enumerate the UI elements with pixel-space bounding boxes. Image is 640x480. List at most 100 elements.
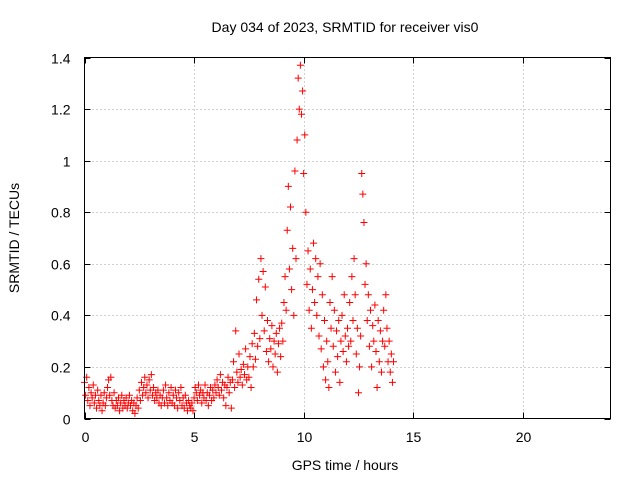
data-point (137, 378, 145, 386)
data-point (288, 286, 296, 294)
y-axis-title: SRMTID / TECUs (6, 183, 22, 293)
y-tick-label: 0 (63, 412, 71, 428)
data-point (351, 291, 359, 299)
data-point (278, 319, 286, 327)
data-point (258, 311, 266, 319)
data-point (379, 337, 387, 345)
data-point (174, 404, 182, 412)
data-point (363, 317, 371, 325)
data-point (336, 378, 344, 386)
data-point (386, 368, 394, 376)
y-tick-label: 1.4 (51, 51, 71, 67)
data-point (248, 340, 256, 348)
data-point (125, 391, 133, 399)
data-point (231, 384, 239, 392)
x-tick-label: 15 (406, 429, 422, 445)
data-point (150, 384, 158, 392)
data-point (325, 384, 333, 392)
data-point (324, 358, 332, 366)
x-tick-label: 20 (516, 429, 532, 445)
data-point (253, 296, 261, 304)
data-point (164, 402, 172, 410)
data-point (239, 360, 247, 368)
data-point (317, 345, 325, 353)
data-point (350, 255, 358, 263)
data-point (369, 322, 377, 330)
data-point (87, 389, 95, 397)
x-tick-label: 5 (191, 429, 199, 445)
data-point (198, 399, 206, 407)
data-point (381, 342, 389, 350)
data-points (81, 61, 398, 417)
data-point (205, 391, 213, 399)
data-point (382, 291, 390, 299)
data-point (249, 363, 257, 371)
data-point (352, 350, 360, 358)
data-point (255, 275, 263, 283)
data-point (385, 337, 393, 345)
data-point (98, 407, 106, 415)
data-point (315, 332, 323, 340)
data-point (326, 298, 334, 306)
data-point (368, 363, 376, 371)
data-point (256, 335, 264, 343)
x-tick-label: 10 (297, 429, 313, 445)
data-point (147, 371, 155, 379)
data-point (222, 402, 230, 410)
data-point (94, 386, 102, 394)
data-point (353, 324, 361, 332)
data-point (261, 283, 269, 291)
data-point (307, 324, 315, 332)
data-point (388, 378, 396, 386)
data-point (328, 273, 336, 281)
data-point (257, 255, 265, 263)
data-point (136, 396, 144, 404)
data-point (362, 260, 370, 268)
data-point (330, 306, 338, 314)
data-point (359, 190, 367, 198)
data-point (357, 332, 365, 340)
data-point (289, 244, 297, 252)
data-point (304, 247, 312, 255)
data-point (294, 74, 302, 82)
data-point (377, 368, 385, 376)
y-tick-label: 0.4 (51, 308, 71, 324)
data-point (193, 396, 201, 404)
data-point (342, 358, 350, 366)
data-point (189, 407, 197, 415)
x-axis-title: GPS time / hours (292, 457, 399, 473)
data-point (358, 170, 366, 178)
data-point (290, 311, 298, 319)
data-point (364, 291, 372, 299)
data-point (339, 347, 347, 355)
data-point (245, 373, 253, 381)
data-point (348, 273, 356, 281)
data-point (134, 404, 142, 412)
data-point (334, 353, 342, 361)
data-point (188, 399, 196, 407)
data-point (281, 273, 289, 281)
data-point (279, 337, 287, 345)
data-point (296, 61, 304, 69)
data-point (276, 324, 284, 332)
data-point (240, 371, 248, 379)
data-point (264, 317, 272, 325)
data-point (233, 368, 241, 376)
data-point (302, 208, 310, 216)
data-point (305, 306, 313, 314)
data-point (280, 298, 288, 306)
data-point (215, 391, 223, 399)
data-point (313, 311, 321, 319)
data-point (375, 358, 383, 366)
data-point (295, 105, 303, 113)
data-point (285, 265, 293, 273)
data-point (344, 324, 351, 332)
data-point (259, 268, 267, 276)
data-point (291, 167, 299, 175)
data-point (293, 136, 301, 144)
data-point (376, 327, 384, 335)
data-point (340, 291, 348, 299)
data-point (356, 363, 364, 371)
y-tick-label: 0.2 (51, 360, 71, 376)
data-point (349, 317, 357, 325)
